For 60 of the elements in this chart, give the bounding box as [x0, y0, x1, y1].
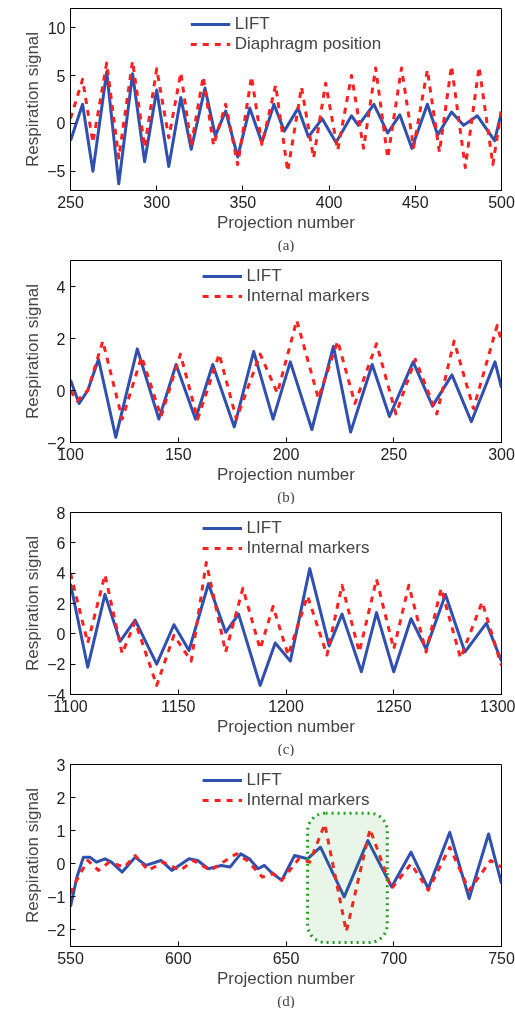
x-tick-label: 300	[143, 193, 171, 211]
y-tick-label: 6	[56, 534, 66, 552]
x-axis-title: Projection number	[217, 968, 356, 988]
x-tick-label: 650	[272, 949, 300, 967]
y-tick-label: 0	[56, 115, 66, 133]
x-tick-label: 700	[380, 949, 408, 967]
y-tick-label: 0	[56, 625, 66, 643]
y-tick-label: 2	[56, 789, 66, 807]
text: (b)	[277, 488, 295, 506]
x-tick-label: 200	[272, 445, 300, 463]
legend-label: LIFT	[246, 518, 282, 538]
y-axis-title: Respiration signal	[23, 787, 43, 924]
x-tick-label: 600	[164, 949, 192, 967]
x-tick-label: 1300	[479, 697, 515, 715]
legend-label: LIFT	[246, 266, 282, 286]
legend-label: Internal markers	[246, 790, 370, 810]
y-tick-label: −2	[47, 921, 66, 939]
y-tick-label: −2	[47, 656, 66, 674]
y-tick-label: 10	[47, 19, 66, 37]
text: (c)	[277, 740, 295, 758]
y-tick-label: 3	[56, 756, 66, 774]
y-axis-title: Respiration signal	[23, 535, 43, 672]
legend-label: LIFT	[246, 770, 282, 790]
y-tick-label: −1	[47, 888, 66, 906]
x-axis-title: Projection number	[217, 212, 356, 232]
x-tick-label: 500	[488, 193, 515, 211]
y-tick-label: 8	[56, 504, 66, 522]
legend-label: Diaphragm position	[234, 34, 382, 54]
x-axis-title: Projection number	[217, 716, 356, 736]
y-tick-label: 4	[56, 565, 66, 583]
y-axis-title: Respiration signal	[23, 283, 43, 420]
y-tick-label: 0	[56, 855, 66, 873]
x-tick-label: 400	[315, 193, 343, 211]
x-tick-label: 250	[57, 193, 84, 211]
x-tick-label: 300	[488, 445, 515, 463]
y-axis-title: Respiration signal	[23, 31, 43, 168]
x-tick-label: 150	[164, 445, 192, 463]
y-tick-label: 0	[56, 382, 66, 400]
x-tick-label: 350	[229, 193, 257, 211]
y-tick-label: 1	[56, 822, 66, 840]
legend-label: Internal markers	[246, 286, 370, 306]
line-series	[70, 318, 502, 421]
legend-label: Internal markers	[246, 538, 370, 558]
text: (a)	[277, 236, 295, 254]
text: (d)	[277, 992, 295, 1010]
x-tick-label: 750	[488, 949, 515, 967]
y-tick-label: 5	[56, 67, 66, 85]
line-series	[70, 344, 502, 439]
x-tick-label: 1200	[268, 697, 304, 715]
x-tick-label: 1250	[375, 697, 412, 715]
y-tick-label: 2	[56, 330, 66, 348]
legend-label: LIFT	[234, 14, 270, 34]
x-tick-label: 1150	[161, 697, 196, 715]
y-tick-label: 2	[56, 595, 66, 613]
x-tick-label: 250	[380, 445, 408, 463]
x-tick-label: 450	[401, 193, 429, 211]
x-axis-title: Projection number	[217, 464, 356, 484]
x-tick-label: 550	[57, 949, 84, 967]
y-tick-label: 4	[56, 278, 66, 296]
y-tick-label: −5	[47, 163, 66, 181]
